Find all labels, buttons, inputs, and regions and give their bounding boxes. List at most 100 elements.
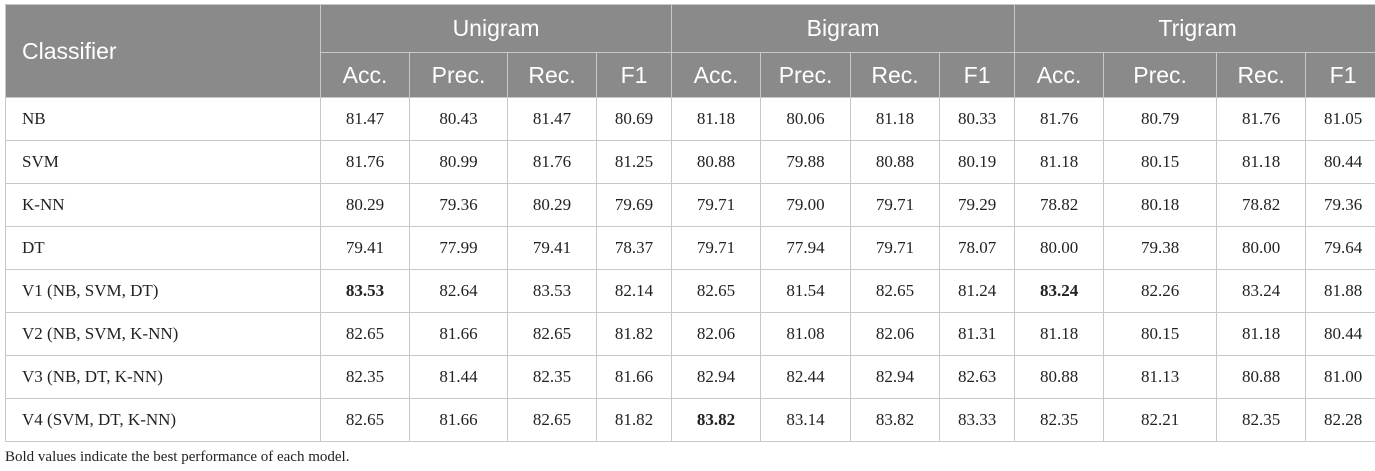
table-cell: 79.71	[671, 226, 762, 270]
header-metric-row: Acc. Prec. Rec. F1 Acc. Prec. Rec. F1 Ac…	[6, 52, 1375, 98]
table-cell: 79.00	[760, 183, 852, 227]
row-classifier-name: K-NN	[5, 183, 321, 227]
table-row: V3 (NB, DT, K-NN) 82.35 81.44 82.35 81.66 82.…	[5, 355, 1375, 399]
header-group-unigram: Unigram	[319, 4, 673, 53]
table-cell: 82.28	[1305, 398, 1375, 442]
table-cell: 80.19	[939, 140, 1016, 184]
table-cell: 81.54	[760, 269, 852, 313]
table-row: V2 (NB, SVM, K-NN) 82.65 81.66 82.65 81.82 82…	[5, 312, 1375, 356]
table-cell: 81.66	[409, 312, 508, 356]
table-cell: 80.88	[671, 140, 762, 184]
table-cell: 78.07	[939, 226, 1016, 270]
header-metric: F1	[595, 52, 673, 98]
table-row: DT 79.41 77.99 79.41 78.37 79.71 77.94 79.71 78.…	[5, 226, 1375, 270]
row-classifier-name: V3 (NB, DT, K-NN)	[5, 355, 321, 399]
table-cell: 80.00	[1216, 226, 1307, 270]
table-cell: 79.36	[1305, 183, 1375, 227]
table-cell: 83.33	[939, 398, 1016, 442]
table-cell: 80.79	[1103, 97, 1218, 141]
header-metric: Acc.	[671, 52, 762, 98]
table-cell: 82.65	[320, 312, 410, 356]
row-classifier-name: V2 (NB, SVM, K-NN)	[5, 312, 321, 356]
table-cell: 80.88	[850, 140, 941, 184]
table-cell: 78.82	[1216, 183, 1307, 227]
table-cell: 82.35	[507, 355, 597, 399]
table-row: V1 (NB, SVM, DT) 83.53 82.64 83.53 82.14 82.6…	[5, 269, 1375, 313]
table-cell: 82.65	[507, 312, 597, 356]
table-cell: 82.65	[320, 398, 410, 442]
header-metric: F1	[939, 52, 1016, 98]
table-cell: 80.18	[1103, 183, 1218, 227]
table-cell: 80.06	[760, 97, 852, 141]
table-cell: 79.71	[671, 183, 762, 227]
table-cell: 79.71	[850, 226, 941, 270]
table-cell: 81.13	[1103, 355, 1218, 399]
table-cell: 82.65	[507, 398, 597, 442]
table-cell: 82.06	[850, 312, 941, 356]
table-cell: 80.33	[939, 97, 1016, 141]
table-cell: 83.53	[507, 269, 597, 313]
header-group-bigram: Bigram	[671, 4, 1016, 53]
table-cell: 82.94	[671, 355, 762, 399]
table-cell: 79.88	[760, 140, 852, 184]
header-metric: F1	[1305, 52, 1375, 98]
table-cell: 81.05	[1305, 97, 1375, 141]
table-cell: 78.37	[595, 226, 673, 270]
table-cell: 80.15	[1103, 140, 1218, 184]
table-cell: 83.24	[1216, 269, 1307, 313]
table-cell: 79.41	[320, 226, 410, 270]
table-cell: 81.82	[595, 312, 673, 356]
header-metric: Prec.	[760, 52, 852, 98]
table-cell: 83.53	[320, 269, 410, 313]
row-classifier-name: DT	[5, 226, 321, 270]
table-cell: 80.29	[320, 183, 410, 227]
table-cell: 81.18	[850, 97, 941, 141]
table-cell: 80.43	[409, 97, 508, 141]
table-cell: 79.69	[595, 183, 673, 227]
table-cell: 80.44	[1305, 140, 1375, 184]
table-cell: 81.18	[1014, 140, 1105, 184]
header-group-trigram: Trigram	[1014, 4, 1375, 53]
header-group-row: Classifier Unigram Bigram Trigram	[5, 4, 1375, 98]
table-row: V4 (SVM, DT, K-NN) 82.65 81.66 82.65 81.82 83…	[5, 398, 1375, 442]
table-cell: 81.66	[409, 398, 508, 442]
results-table-container: Classifier Unigram Bigram Trigram Acc. P…	[5, 4, 1375, 442]
table-cell: 80.69	[595, 97, 673, 141]
header-metric: Rec.	[1216, 52, 1307, 98]
table-cell: 77.94	[760, 226, 852, 270]
table-cell: 83.14	[760, 398, 852, 442]
table-cell: 80.00	[1014, 226, 1105, 270]
table-row: SVM 81.76 80.99 81.76 81.25 80.88 79.88 80.88 80…	[5, 140, 1375, 184]
table-cell: 81.18	[1216, 140, 1307, 184]
header-metric: Acc.	[1014, 52, 1105, 98]
table-cell: 81.08	[760, 312, 852, 356]
table-cell: 81.88	[1305, 269, 1375, 313]
table-cell: 80.44	[1305, 312, 1375, 356]
table-cell: 82.06	[671, 312, 762, 356]
table-cell: 81.76	[320, 140, 410, 184]
results-table: Classifier Unigram Bigram Trigram Acc. P…	[5, 4, 1375, 442]
header-metric: Rec.	[850, 52, 941, 98]
table-cell: 82.21	[1103, 398, 1218, 442]
table-cell: 78.82	[1014, 183, 1105, 227]
table-cell: 82.65	[850, 269, 941, 313]
table-cell: 82.26	[1103, 269, 1218, 313]
table-cell: 79.38	[1103, 226, 1218, 270]
table-cell: 79.41	[507, 226, 597, 270]
table-cell: 82.35	[1014, 398, 1105, 442]
header-metric: Prec.	[1103, 52, 1218, 98]
table-cell: 81.76	[1216, 97, 1307, 141]
table-cell: 81.25	[595, 140, 673, 184]
table-cell: 81.76	[507, 140, 597, 184]
row-classifier-name: SVM	[5, 140, 321, 184]
table-cell: 79.64	[1305, 226, 1375, 270]
table-cell: 82.35	[320, 355, 410, 399]
table-cell: 77.99	[409, 226, 508, 270]
table-cell: 82.94	[850, 355, 941, 399]
table-cell: 83.24	[1014, 269, 1105, 313]
table-body: NB 81.47 80.43 81.47 80.69 81.18 80.06 81.18 80.…	[5, 97, 1375, 442]
table-header: Classifier Unigram Bigram Trigram Acc. P…	[5, 4, 1375, 98]
table-cell: 81.18	[671, 97, 762, 141]
table-cell: 81.31	[939, 312, 1016, 356]
table-cell: 82.14	[595, 269, 673, 313]
